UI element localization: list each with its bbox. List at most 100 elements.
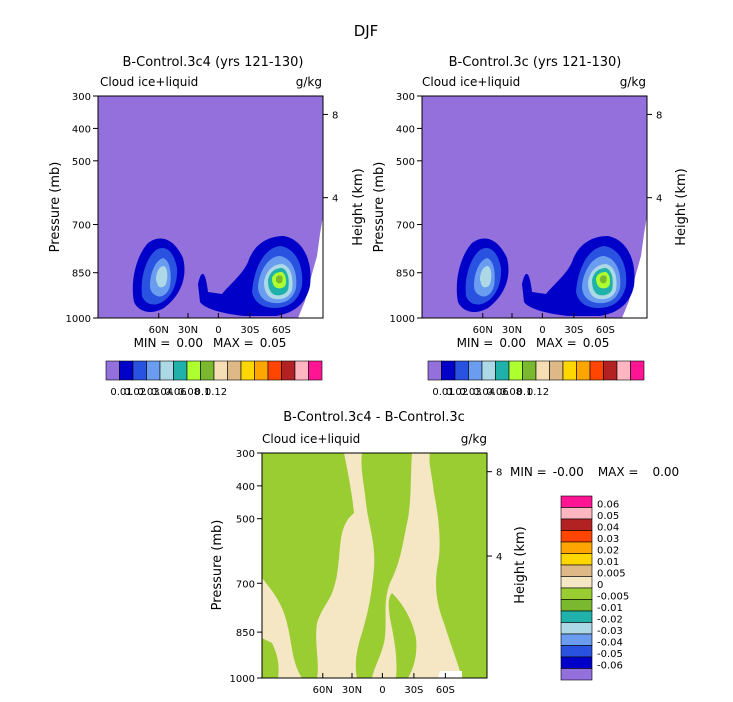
colorbar-label: 0.12 (527, 387, 549, 398)
panel-1-title: B-Control.3c4 (yrs 121-130) (123, 55, 304, 70)
colorbar-swatch (105, 360, 120, 381)
panel-3-colorbar: 0.060.050.040.030.020.010.0050-0.005-0.0… (560, 495, 629, 681)
colorbar-swatch (186, 360, 201, 381)
panel-2-left-label: Cloud ice+liquid (422, 75, 520, 89)
colorbar-swatch (560, 622, 593, 635)
xtick-label: 30S (404, 685, 423, 696)
colorbar-label: 0.04 (151, 387, 173, 398)
ytick-label: 700 (236, 579, 255, 590)
colorbar-swatch (468, 360, 483, 381)
panel-3-stats: MIN = -0.00 MAX = 0.00 (510, 465, 679, 479)
contour-level-4 (156, 264, 293, 300)
colorbar-swatch (254, 360, 269, 381)
height-tick-label: 4 (332, 194, 338, 205)
colorbar-label: 0.005 (597, 569, 626, 580)
panel-3-right-label: g/kg (461, 432, 487, 446)
panel-2-stats: MIN = 0.00 MAX = 0.05 (457, 336, 610, 350)
colorbar-label: 0.01 (110, 387, 132, 398)
ytick-label: 850 (236, 628, 255, 639)
colorbar-label: 0 (597, 580, 603, 591)
panel-2-title: B-Control.3c (yrs 121-130) (449, 55, 622, 70)
xtick-label: 0 (215, 325, 221, 336)
colorbar-label: 0.1 (517, 387, 533, 398)
colorbar-label: 0.02 (446, 387, 468, 398)
ytick-label: 500 (396, 157, 415, 168)
colorbar-swatch (294, 360, 309, 381)
panel-1-stats: MIN = 0.00 MAX = 0.05 (134, 336, 287, 350)
colorbar-swatch (603, 360, 618, 381)
panel-3-ylabel: Pressure (mb) (210, 520, 225, 611)
colorbar-swatch (549, 360, 564, 381)
colorbar-label: 0.05 (597, 511, 619, 522)
colorbar-label: -0.03 (597, 626, 623, 637)
panel-1-colorbar: 0.010.020.030.040.060.080.10.12 (105, 360, 323, 398)
colorbar-swatch (560, 541, 593, 554)
contour-level-7 (600, 275, 607, 284)
cloud-contours (132, 236, 311, 316)
colorbar-swatch (308, 360, 323, 381)
ytick-label: 500 (72, 157, 91, 168)
diff-contours (262, 453, 487, 678)
negative-region (355, 453, 412, 678)
xtick-label: 30N (178, 325, 198, 336)
colorbar-swatch (146, 360, 161, 381)
panel-1-ylabel: Pressure (mb) (48, 162, 63, 253)
panel-3-yticks: 300 400 500 700 850 1000 8 4 (230, 449, 503, 685)
contour-level-3 (474, 256, 621, 304)
height-tick-label: 4 (496, 552, 502, 563)
colorbar-label: 0.12 (205, 387, 227, 398)
colorbar-swatch (427, 360, 442, 381)
colorbar-swatch (213, 360, 228, 381)
colorbar-swatch (560, 553, 593, 566)
colorbar-swatch (630, 360, 645, 381)
panel-2-right-label: g/kg (620, 75, 646, 89)
xtick-label: 0 (539, 325, 545, 336)
colorbar-label: 0.04 (473, 387, 495, 398)
panel-3-title: B-Control.3c4 - B-Control.3c (283, 410, 465, 425)
page-title: DJF (354, 22, 379, 40)
colorbar-label: 0.03 (597, 534, 619, 545)
panel-1: B-Control.3c4 (yrs 121-130) Cloud ice+li… (48, 55, 366, 398)
colorbar-label: 0.04 (597, 523, 619, 534)
negative-region (388, 593, 417, 678)
colorbar-label: 0.06 (164, 387, 186, 398)
panel-2-ylabel-right: Height (km) (674, 168, 689, 245)
colorbar-label: 0.06 (486, 387, 508, 398)
colorbar-swatch (560, 495, 593, 508)
height-tick-label: 8 (332, 110, 338, 121)
panel-3-ylabel-right: Height (km) (513, 526, 528, 603)
cloud-contours (456, 236, 635, 316)
panel-2-xticks: 60N 30N 0 30S 60S (473, 313, 615, 336)
colorbar-swatch (560, 576, 593, 589)
panel-3-plot: 300 400 500 700 850 1000 8 4 60N 30N 0 30S 60S (230, 449, 503, 696)
panel-2-colorbar: 0.010.020.030.040.060.080.10.12 (427, 360, 645, 398)
colorbar-swatch (560, 599, 593, 612)
panel-1-right-label: g/kg (296, 75, 322, 89)
panel-3: B-Control.3c4 - B-Control.3c Cloud ice+l… (210, 410, 679, 696)
terrain-mask (622, 216, 647, 318)
colorbar-label: -0.02 (597, 615, 623, 626)
panel-2-frame (421, 95, 648, 319)
ytick-label: 700 (396, 221, 415, 232)
colorbar-swatch (560, 507, 593, 520)
colorbar-label: 0.03 (459, 387, 481, 398)
colorbar-label: -0.01 (597, 603, 623, 614)
panel-1-left-label: Cloud ice+liquid (100, 75, 198, 89)
xtick-label: 30S (564, 325, 583, 336)
colorbar-swatch (589, 360, 604, 381)
colorbar-swatch (281, 360, 296, 381)
colorbar-label: 0.1 (195, 387, 211, 398)
colorbar-swatch (535, 360, 550, 381)
colorbar-swatch (522, 360, 537, 381)
colorbar-swatch (240, 360, 255, 381)
colorbar-swatch (441, 360, 456, 381)
colorbar-swatch (481, 360, 496, 381)
colorbar-swatch (508, 360, 523, 381)
ytick-label: 400 (396, 124, 415, 135)
xtick-label: 60S (272, 325, 291, 336)
colorbar-swatch (560, 564, 593, 577)
ytick-label: 300 (236, 449, 255, 460)
colorbar-label: -0.04 (597, 638, 623, 649)
xtick-label: 30S (240, 325, 259, 336)
